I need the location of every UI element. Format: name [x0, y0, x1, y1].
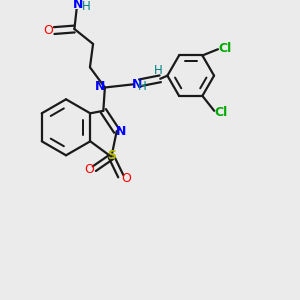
Text: O: O	[122, 172, 131, 185]
Text: N: N	[95, 80, 105, 93]
Text: Cl: Cl	[214, 106, 228, 118]
Text: S: S	[107, 149, 116, 162]
Text: N: N	[73, 0, 84, 11]
Text: H: H	[138, 80, 147, 93]
Text: O: O	[84, 163, 94, 176]
Text: N: N	[132, 78, 142, 91]
Text: H: H	[154, 64, 163, 76]
Text: Cl: Cl	[218, 42, 231, 55]
Text: O: O	[44, 24, 53, 37]
Text: N: N	[116, 124, 126, 137]
Text: H: H	[82, 0, 91, 13]
